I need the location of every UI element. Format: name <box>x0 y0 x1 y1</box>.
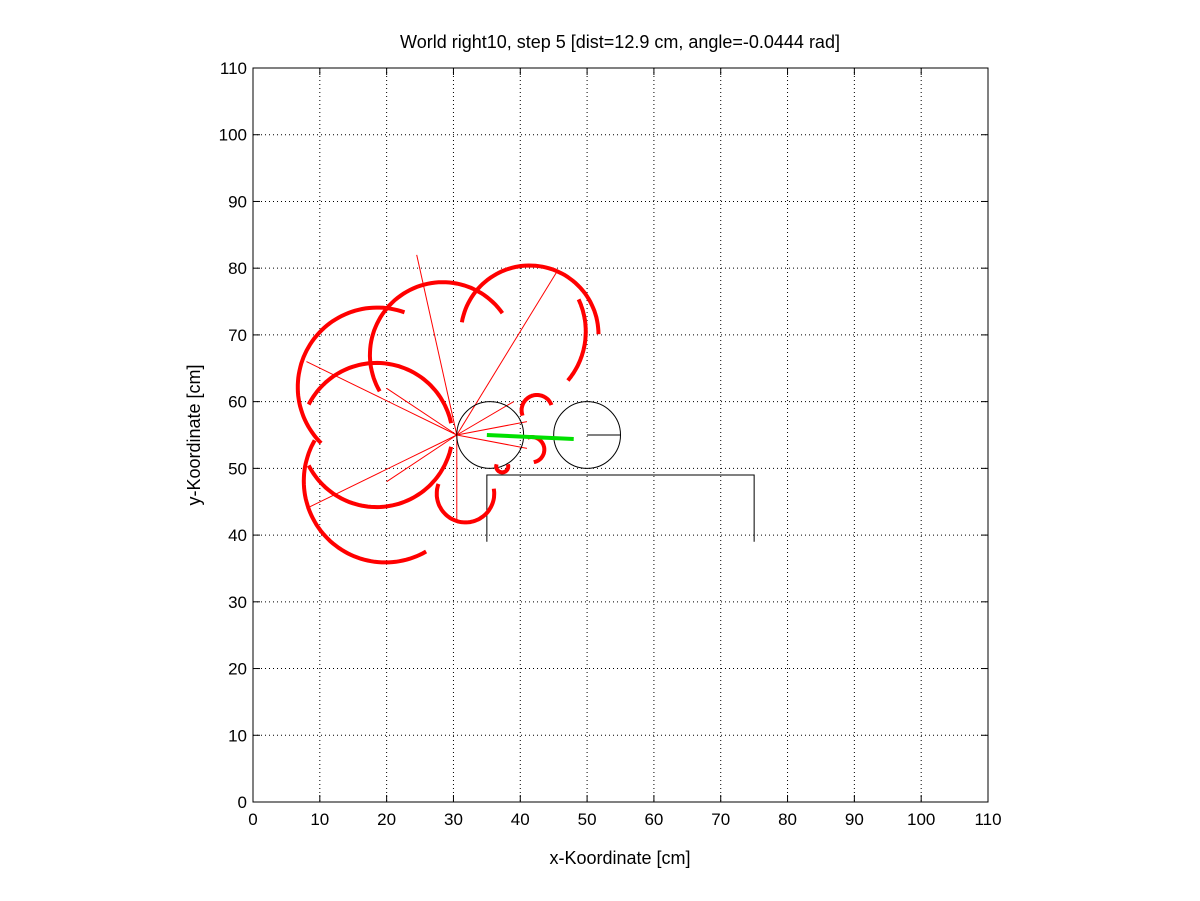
sensor-ray <box>456 434 528 449</box>
sensor-ray <box>456 401 514 436</box>
sensor-arc <box>519 393 554 417</box>
x-tick-label: 80 <box>778 810 797 829</box>
y-tick-label: 80 <box>228 259 247 278</box>
x-tick-label: 30 <box>444 810 463 829</box>
wall-line <box>486 474 755 542</box>
sensor-arc <box>306 360 454 424</box>
sensor-arc <box>459 263 601 335</box>
x-tick-label: 20 <box>377 810 396 829</box>
y-tick-label: 60 <box>228 393 247 412</box>
y-tick-label: 40 <box>228 526 247 545</box>
y-tick-label: 20 <box>228 660 247 679</box>
y-tick-label: 0 <box>238 793 247 812</box>
sensor-arc <box>566 298 588 382</box>
plot-frame <box>252 67 989 803</box>
x-tick-label: 70 <box>711 810 730 829</box>
y-tick-label: 100 <box>219 126 247 145</box>
sensor-ray <box>306 361 458 436</box>
x-tick-label: 90 <box>845 810 864 829</box>
sensor-arc <box>306 446 454 510</box>
sensor-arcs <box>295 263 601 565</box>
sensor-arc <box>367 280 505 393</box>
axis-ticks: 0 10 20 30 40 50 60 70 80 90 100 110 0 10 20 30 40 50 60 70… <box>219 59 1002 829</box>
grid <box>253 68 988 802</box>
x-tick-label: 110 <box>974 810 1001 829</box>
sensor-ray <box>306 434 458 509</box>
y-tick-label: 110 <box>220 59 247 78</box>
x-tick-label: 60 <box>644 810 663 829</box>
path-line <box>486 433 574 442</box>
robot-path <box>486 433 574 442</box>
x-tick-label: 50 <box>578 810 597 829</box>
y-tick-label: 90 <box>228 192 247 211</box>
y-tick-label: 10 <box>228 726 247 745</box>
wall <box>486 474 755 542</box>
sensor-arc <box>301 439 428 565</box>
x-tick-label: 100 <box>907 810 935 829</box>
x-axis-label: x-Koordinate [cm] <box>549 848 690 868</box>
sensor-arc <box>295 305 406 445</box>
y-axis-label: y-Koordinate [cm] <box>184 364 204 505</box>
y-tick-label: 70 <box>228 326 247 345</box>
chart-title: World right10, step 5 [dist=12.9 cm, ang… <box>400 32 840 52</box>
y-tick-label: 50 <box>228 459 247 478</box>
x-tick-label: 10 <box>310 810 329 829</box>
sensor-ray <box>456 421 528 436</box>
sensor-ray <box>386 387 458 436</box>
x-tick-label: 40 <box>511 810 530 829</box>
sensor-ray <box>386 434 458 483</box>
y-tick-label: 30 <box>228 593 247 612</box>
x-tick-label: 0 <box>248 810 257 829</box>
sensor-arc <box>494 463 511 475</box>
sensor-ray <box>456 271 558 436</box>
sensor-arc <box>434 483 497 525</box>
